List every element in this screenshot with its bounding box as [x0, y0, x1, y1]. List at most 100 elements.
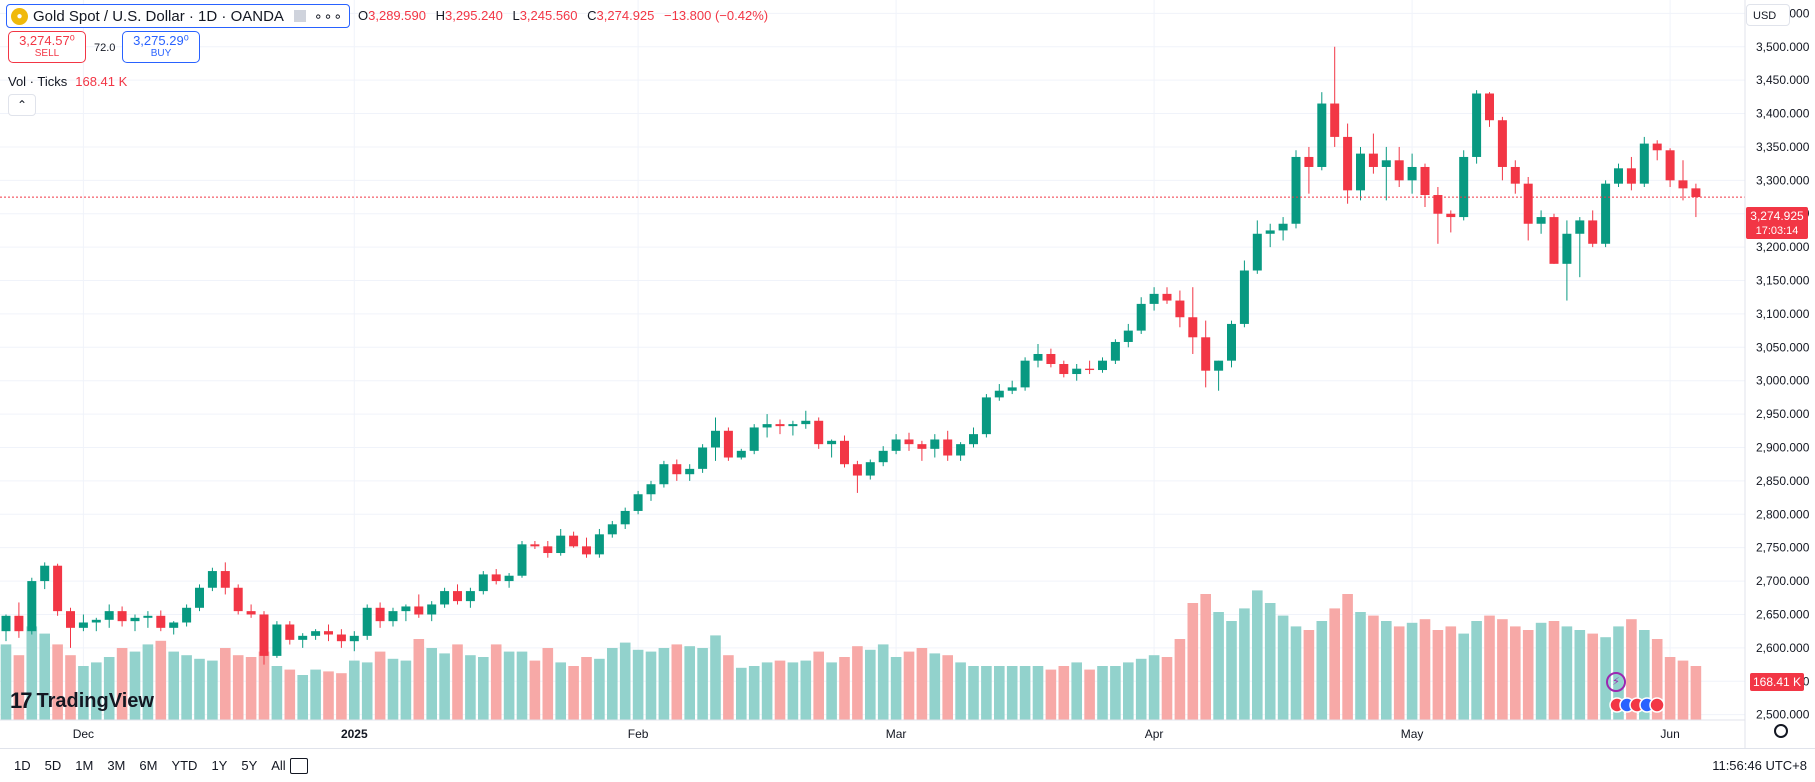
- candle: [1188, 287, 1198, 354]
- candle-body: [143, 615, 153, 618]
- candle: [840, 435, 849, 468]
- volume-bar: [865, 649, 876, 720]
- price-chart[interactable]: 2,500.0002,550.0002,600.0002,650.0002,70…: [0, 0, 1815, 748]
- x-tick-label: Apr: [1145, 727, 1164, 741]
- range-6m[interactable]: 6M: [139, 758, 158, 773]
- range-1m[interactable]: 1M: [75, 758, 94, 773]
- candle-body: [117, 611, 127, 622]
- candle-body: [1175, 300, 1185, 318]
- candle: [388, 607, 398, 627]
- candle-body: [736, 450, 746, 458]
- candle: [1407, 153, 1417, 194]
- candle-body: [1, 615, 11, 632]
- volume-bar: [207, 660, 218, 720]
- candle: [801, 410, 811, 429]
- y-tick-label: 2,500.000: [1756, 708, 1810, 722]
- candle-body: [1059, 364, 1069, 375]
- candle-body: [1639, 143, 1649, 184]
- candle-body: [1317, 103, 1327, 167]
- candle: [27, 577, 37, 635]
- volume-bar: [181, 655, 192, 720]
- volume-bar: [852, 646, 863, 720]
- candle: [1252, 220, 1262, 274]
- grid-lines: [0, 0, 1745, 720]
- symbol-title[interactable]: Gold Spot / U.S. Dollar · 1D · OANDA: [33, 7, 284, 25]
- buy-button[interactable]: 3,275.29⁰ BUY: [122, 31, 200, 63]
- event-flags[interactable]: [1609, 697, 1665, 713]
- x-tick-label: Mar: [886, 727, 907, 741]
- more-options-icon[interactable]: ∘∘∘: [313, 7, 344, 24]
- lightning-icon[interactable]: ⚡: [1606, 672, 1626, 692]
- volume-bar: [13, 655, 25, 720]
- range-1d[interactable]: 1D: [14, 758, 31, 773]
- candle: [1665, 148, 1675, 188]
- x-tick-label: Feb: [628, 727, 649, 741]
- volume-bar: [0, 644, 12, 720]
- candle-body: [1214, 360, 1224, 371]
- candle-body: [1278, 223, 1288, 231]
- candle: [1588, 210, 1598, 248]
- candle-body: [336, 634, 346, 642]
- candle: [711, 417, 720, 461]
- candle: [1149, 287, 1159, 311]
- candle-body: [1407, 166, 1417, 181]
- volume-bar: [1084, 669, 1095, 720]
- candle-body: [1085, 368, 1095, 371]
- candle-body: [1020, 360, 1030, 388]
- high-label: H: [435, 8, 445, 23]
- volume-bars: [0, 590, 1702, 720]
- candle: [930, 434, 940, 458]
- range-3m[interactable]: 3M: [107, 758, 126, 773]
- candle: [1459, 150, 1469, 221]
- volume-bar: [310, 669, 321, 720]
- candle-body: [582, 546, 591, 555]
- candle: [1136, 297, 1146, 334]
- us-flag-icon[interactable]: [1649, 697, 1665, 713]
- candle: [478, 571, 488, 595]
- range-5y[interactable]: 5Y: [241, 758, 258, 773]
- volume-bar: [452, 644, 463, 720]
- candle: [1575, 217, 1585, 278]
- candle: [104, 604, 114, 628]
- volume-bar: [1574, 630, 1586, 720]
- candle: [1175, 290, 1185, 328]
- candle: [156, 610, 166, 632]
- range-all[interactable]: All: [271, 758, 286, 773]
- volume-bar: [284, 669, 296, 720]
- candle-body: [1575, 220, 1585, 234]
- time-axis[interactable]: Dec 2025 Feb Mar Apr May Jun: [0, 719, 1745, 741]
- currency-selector[interactable]: USD: [1746, 4, 1790, 26]
- volume-tag-value: 168.41 K: [1753, 675, 1801, 689]
- candle: [969, 427, 978, 448]
- volume-legend[interactable]: Vol · Ticks 168.41 K: [8, 74, 127, 89]
- symbol-header[interactable]: ● Gold Spot / U.S. Dollar · 1D · OANDA ∘…: [6, 4, 351, 28]
- price-axis[interactable]: 2,500.0002,550.0002,600.0002,650.0002,70…: [1744, 0, 1810, 748]
- candle-body: [349, 635, 359, 642]
- volume-bar: [52, 644, 63, 720]
- candle: [1446, 210, 1456, 233]
- volume-bar: [1522, 630, 1534, 720]
- candle-body: [504, 575, 514, 582]
- collapse-legend-button[interactable]: ⌃: [8, 94, 36, 116]
- candle: [1162, 287, 1172, 304]
- volume-bar: [297, 675, 308, 720]
- candle-body: [569, 535, 579, 547]
- volume-bar: [761, 662, 773, 720]
- clock[interactable]: 11:56:46 UTC+8: [1712, 758, 1807, 773]
- candle-body: [1678, 180, 1688, 189]
- range-ytd[interactable]: YTD: [171, 758, 198, 773]
- open-label: O: [358, 8, 369, 23]
- gear-icon[interactable]: [1774, 724, 1788, 738]
- candle: [827, 439, 837, 458]
- candle-body: [943, 439, 953, 456]
- volume-bar: [1239, 608, 1250, 720]
- flag-icon[interactable]: [293, 10, 306, 22]
- sell-button[interactable]: 3,274.57⁰ SELL: [8, 31, 86, 63]
- range-5d[interactable]: 5D: [44, 758, 62, 773]
- range-1y[interactable]: 1Y: [211, 758, 228, 773]
- calendar-icon[interactable]: [290, 758, 308, 774]
- tradingview-logo[interactable]: 17 TradingView: [10, 688, 154, 714]
- candle: [1523, 176, 1533, 241]
- candle-body: [1162, 293, 1172, 301]
- volume-bar: [1071, 662, 1082, 720]
